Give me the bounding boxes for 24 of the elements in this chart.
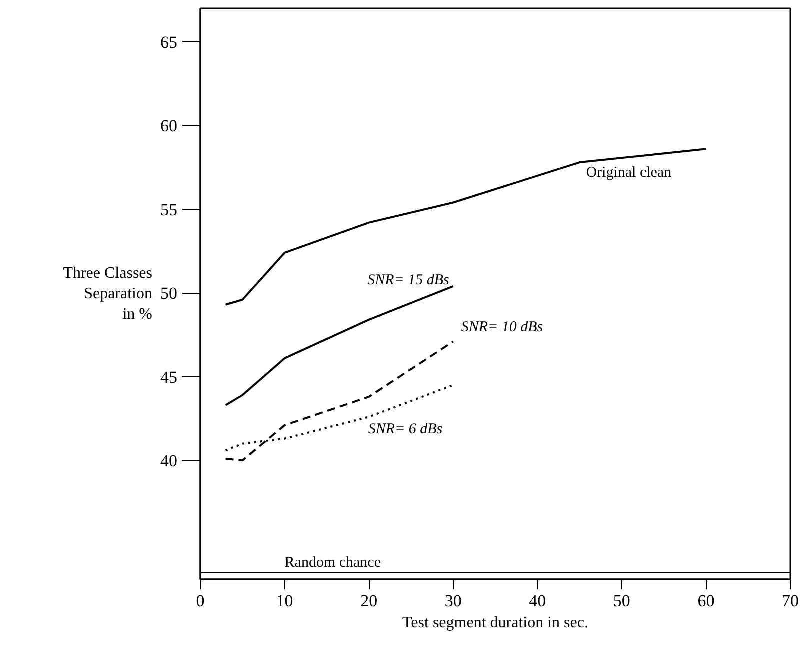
x-tick-label: 10 (276, 592, 294, 610)
x-tick-label: 50 (613, 592, 630, 610)
y-tick-label: 55 (160, 200, 178, 220)
line-series (224, 148, 708, 306)
x-tick-label: 30 (444, 592, 462, 610)
series-label: SNR= 15 dBs (368, 272, 450, 288)
line-series (224, 340, 454, 462)
x-tick-label: 0 (196, 592, 205, 610)
y-tick-label: 65 (160, 32, 178, 52)
x-tick-label: 20 (360, 592, 378, 610)
x-tick-label: 60 (698, 592, 715, 610)
x-tick-label: 70 (782, 592, 799, 610)
ref-line-label: Random chance (284, 554, 382, 571)
series-label: SNR= 6 dBs (368, 421, 443, 438)
series-label: SNR= 10 dBs (461, 320, 544, 336)
y-axis-title: Three Classes Separation in % (63, 265, 153, 323)
x-tick-label: 40 (529, 592, 546, 610)
y-tick-label: 45 (160, 368, 178, 387)
series-label: Original clean (586, 165, 672, 182)
x-axis-title: Test segment duration in sec. (402, 614, 588, 632)
line-series (224, 285, 454, 406)
y-tick-label: 50 (160, 284, 178, 304)
y-tick-label: 60 (160, 116, 178, 136)
y-tick-label: 40 (160, 452, 178, 471)
